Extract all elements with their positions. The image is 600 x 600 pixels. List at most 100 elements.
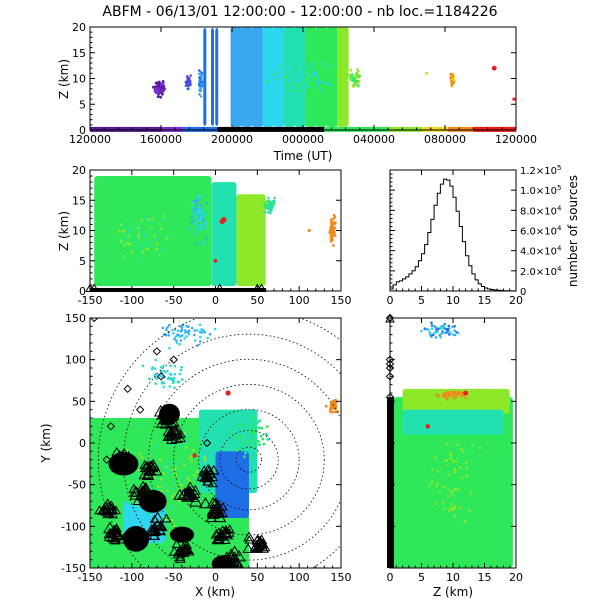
lightning-source — [208, 332, 212, 336]
lightning-source — [321, 62, 324, 66]
lightning-source — [173, 524, 176, 528]
lightning-source — [130, 439, 134, 443]
ground-strike-triangle — [214, 528, 229, 541]
lightning-source — [156, 485, 160, 489]
lightning-source — [170, 450, 174, 454]
ground-strike-triangle — [179, 543, 191, 554]
x-tick-label: -100 — [119, 294, 144, 307]
lightning-source — [162, 472, 166, 475]
lightning-source — [200, 195, 203, 198]
ground-strike-triangle — [108, 525, 120, 535]
lightning-source — [189, 228, 193, 231]
ground-strike-cluster — [138, 489, 167, 513]
lightning-source — [171, 381, 175, 385]
lightning-source — [163, 87, 167, 91]
lightning-source — [316, 84, 319, 88]
lightning-source — [159, 95, 163, 99]
ground-strike-triangle — [166, 430, 177, 440]
y-tick-label: 5 — [79, 255, 86, 268]
lightning-source — [357, 69, 360, 73]
lightning-source — [167, 377, 170, 380]
lightning-source — [454, 514, 458, 518]
lightning-source — [512, 97, 516, 101]
lightning-source — [139, 423, 143, 426]
lightning-source — [170, 519, 174, 522]
lightning-source — [456, 499, 459, 502]
lightning-source — [157, 84, 161, 87]
lightning-source — [164, 370, 167, 374]
lightning-source — [158, 482, 162, 485]
ground-strike-triangle — [136, 480, 150, 492]
lightning-source — [166, 238, 169, 242]
lightning-source — [470, 512, 473, 515]
lightning-source — [249, 456, 253, 460]
lightning-source — [435, 491, 439, 494]
lightning-source — [443, 391, 447, 395]
lightning-source — [287, 68, 291, 71]
lightning-source — [301, 65, 304, 68]
lightning-source — [253, 439, 257, 442]
y-tick-label: -100 — [61, 520, 86, 533]
lightning-source — [138, 452, 142, 456]
lightning-source — [439, 505, 443, 508]
lightning-source — [147, 244, 150, 248]
lightning-source — [184, 84, 188, 87]
lightning-source — [180, 445, 184, 449]
lightning-source — [254, 453, 258, 457]
lightning-source — [300, 74, 303, 77]
range-ring — [173, 383, 325, 536]
lightning-source — [170, 505, 173, 509]
lightning-source — [307, 66, 311, 69]
lightning-source — [461, 450, 465, 454]
y-tick-label: 4.0×104 — [520, 245, 562, 258]
station-diamond — [135, 405, 145, 414]
lightning-source — [236, 424, 240, 428]
lightning-source — [453, 333, 457, 337]
lightning-source — [319, 81, 322, 84]
lightning-source — [147, 218, 150, 221]
lightning-source — [356, 81, 360, 85]
range-ring — [198, 409, 300, 511]
lightning-source — [188, 479, 192, 483]
lightning-source — [441, 326, 444, 330]
lightning-source — [189, 74, 192, 77]
lightning-source — [170, 487, 173, 491]
lightning-source — [123, 243, 126, 247]
lightning-source — [213, 327, 217, 331]
ground-source-strip — [183, 126, 218, 132]
ground-strike-cluster — [211, 555, 236, 568]
lightning-source — [200, 71, 203, 74]
altitude-histogram-steps — [389, 178, 517, 292]
lightning-source — [310, 62, 313, 65]
lightning-source — [430, 335, 433, 338]
lightning-source — [239, 442, 243, 446]
ground-strike-triangle — [176, 488, 190, 500]
lightning-source — [290, 88, 294, 91]
lightning-source — [179, 457, 183, 461]
lightning-source — [436, 394, 439, 398]
lightning-source — [164, 518, 168, 521]
lightning-source — [454, 390, 458, 394]
lightning-source — [322, 81, 325, 84]
lightning-source — [188, 79, 191, 82]
lightning-source — [328, 409, 332, 413]
lightning-source — [437, 445, 440, 448]
lightning-source — [333, 231, 336, 235]
zy-z-axis-label: Z (km) — [433, 585, 473, 599]
x-tick-label: 100 — [289, 571, 310, 584]
histogram-y-axis-label: number of sources — [566, 175, 580, 287]
x-tick-label: 5 — [418, 294, 425, 307]
lightning-source — [449, 452, 452, 455]
ground-strike-triangle — [189, 488, 201, 498]
lightning-source — [168, 372, 172, 376]
lightning-source — [308, 81, 312, 85]
lightning-source — [451, 73, 454, 76]
lightning-source — [456, 331, 460, 335]
lightning-source — [439, 336, 443, 339]
ground-strike-cluster — [122, 525, 150, 552]
lightning-source — [203, 458, 207, 462]
lightning-source — [332, 244, 335, 247]
lightning-source — [453, 329, 457, 332]
lightning-source — [161, 380, 164, 384]
y-tick-label: 6.0×104 — [520, 225, 562, 238]
